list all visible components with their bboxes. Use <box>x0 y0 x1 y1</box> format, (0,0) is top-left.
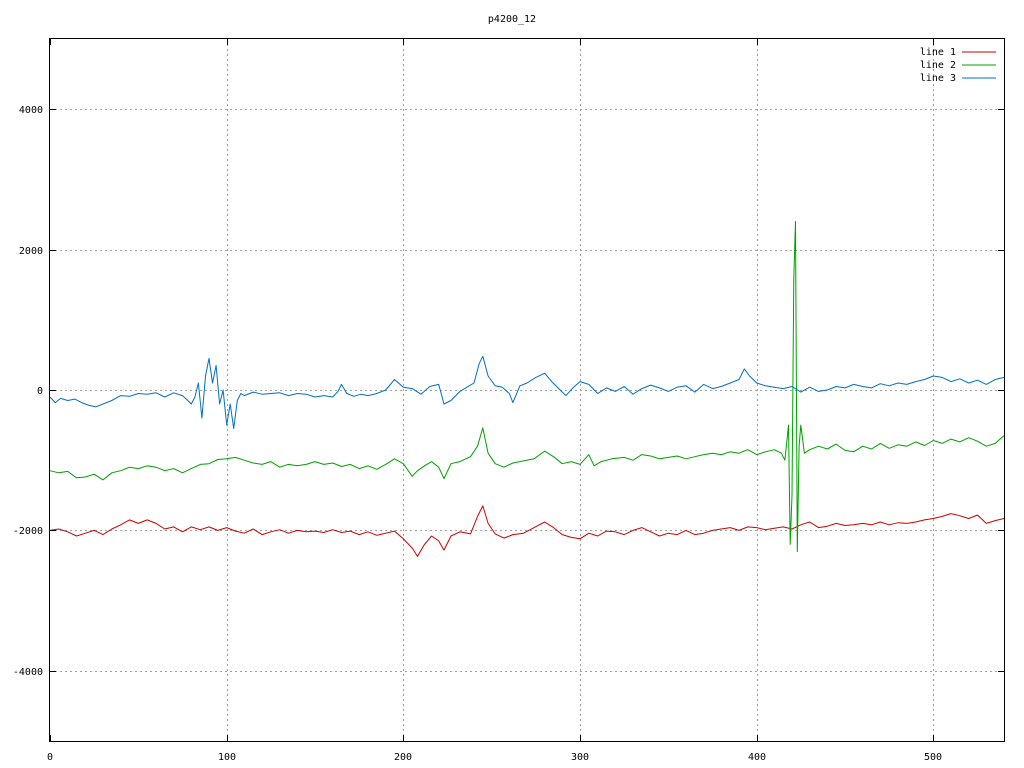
series-line-3 <box>49 355 1005 430</box>
y-tick-label: 0 <box>37 386 43 397</box>
legend-label-2: line 2 <box>920 60 956 71</box>
x-tick-label: 500 <box>924 752 942 763</box>
y-tick-label: 4000 <box>19 105 43 116</box>
series-group <box>49 221 1005 557</box>
x-tick-label: 300 <box>571 752 589 763</box>
x-tick-label: 200 <box>394 752 412 763</box>
x-tick-label: 400 <box>748 752 766 763</box>
x-tick-label: 100 <box>218 752 236 763</box>
legend-label-3: line 3 <box>920 73 956 84</box>
x-tick-labels: 0 100 200 300 400 500 <box>47 752 942 763</box>
series-line-2 <box>49 221 1005 552</box>
y-tick-label: -2000 <box>13 526 43 537</box>
y-tick-label: 2000 <box>19 246 43 257</box>
tick-marks <box>50 39 1004 741</box>
legend: line 1 line 2 line 3 <box>920 47 996 84</box>
series-line-1 <box>49 505 1005 557</box>
chart-title: p4200_12 <box>488 14 536 25</box>
x-tick-label: 0 <box>47 752 53 763</box>
legend-label-1: line 1 <box>920 47 956 58</box>
y-tick-label: -4000 <box>13 667 43 678</box>
plot-frame <box>49 38 1005 742</box>
grid <box>50 39 1004 741</box>
y-tick-labels: -4000 -2000 0 2000 4000 <box>13 105 43 678</box>
